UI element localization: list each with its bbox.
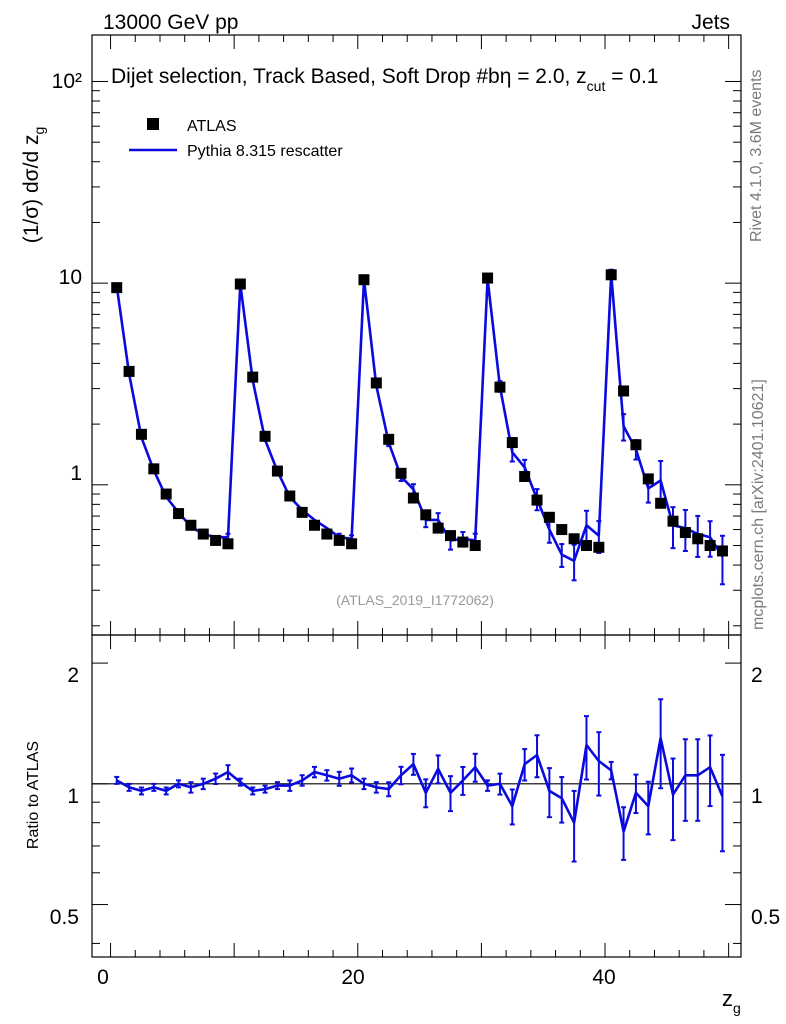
atlas-data-point bbox=[234, 278, 246, 290]
atlas-data-point bbox=[358, 274, 370, 286]
atlas-data-point bbox=[148, 463, 160, 475]
atlas-data-point bbox=[444, 530, 456, 542]
atlas-data-point bbox=[259, 430, 271, 442]
x-tick-label-0: 0 bbox=[97, 966, 109, 989]
atlas-data-point bbox=[667, 515, 679, 527]
mcplots-label: mcplots.cern.ch [arXiv:2401.10621] bbox=[750, 379, 767, 630]
atlas-data-point bbox=[222, 538, 234, 550]
atlas-data-point bbox=[111, 282, 123, 294]
atlas-data-point bbox=[296, 506, 308, 518]
mc-curve bbox=[115, 272, 724, 563]
atlas-data-point bbox=[692, 533, 704, 545]
rivet-version-label: Rivet 4.1.0, 3.6M events bbox=[748, 69, 765, 242]
atlas-data-point bbox=[420, 509, 432, 521]
atlas-data-point bbox=[704, 540, 716, 552]
atlas-data-point bbox=[432, 522, 444, 534]
atlas-data-point bbox=[160, 488, 172, 500]
ratio-plot-frame bbox=[91, 634, 742, 958]
atlas-data-point bbox=[395, 467, 407, 479]
y-tick-label-10: 10 bbox=[59, 266, 82, 289]
atlas-data-point bbox=[346, 538, 358, 550]
atlas-series bbox=[111, 269, 728, 557]
atlas-data-point bbox=[580, 540, 592, 552]
atlas-data-point bbox=[197, 528, 209, 540]
legend-atlas-label: ATLAS bbox=[187, 118, 237, 135]
atlas-data-point bbox=[618, 385, 630, 397]
ratio-tick-label-right-2: 2 bbox=[751, 664, 763, 687]
atlas-data-point bbox=[333, 534, 345, 546]
atlas-data-point bbox=[247, 371, 259, 383]
ratio-tick-label-left-0-5: 0.5 bbox=[50, 906, 79, 929]
atlas-data-point bbox=[679, 527, 691, 539]
atlas-data-point bbox=[568, 533, 580, 545]
atlas-data-point bbox=[630, 439, 642, 451]
atlas-data-point bbox=[655, 497, 667, 509]
atlas-data-point bbox=[506, 437, 518, 449]
x-tick-label-20: 20 bbox=[341, 966, 364, 989]
ratio-tick-label-right-1: 1 bbox=[751, 785, 763, 808]
atlas-data-point bbox=[556, 524, 568, 536]
atlas-data-point bbox=[605, 269, 617, 281]
x-tick-label-40: 40 bbox=[592, 966, 615, 989]
atlas-data-point bbox=[469, 540, 481, 552]
atlas-data-point bbox=[321, 528, 333, 540]
atlas-data-point bbox=[593, 541, 605, 553]
legend-pythia-label: Pythia 8.315 rescatter bbox=[187, 143, 343, 160]
ratio-tick-label-right-0-5: 0.5 bbox=[751, 906, 780, 929]
plot-title: Dijet selection, Track Based, Soft Drop … bbox=[111, 65, 659, 94]
ratio-series bbox=[114, 698, 725, 863]
atlas-data-point bbox=[457, 536, 469, 548]
atlas-data-point bbox=[185, 519, 197, 531]
atlas-data-point bbox=[494, 381, 506, 393]
energy-label: 13000 GeV pp bbox=[103, 11, 238, 34]
atlas-data-point bbox=[210, 534, 222, 546]
analysis-id: (ATLAS_2019_I1772062) bbox=[336, 592, 494, 608]
ratio-axis-title: Ratio to ATLAS bbox=[25, 741, 42, 849]
x-axis-title: zg bbox=[722, 986, 741, 1016]
y-tick-label-1: 1 bbox=[70, 462, 82, 485]
atlas-data-point bbox=[284, 490, 296, 502]
ratio-curve bbox=[116, 736, 724, 833]
legend-atlas-marker bbox=[147, 118, 159, 130]
atlas-data-point bbox=[519, 470, 531, 482]
atlas-data-point bbox=[173, 508, 185, 520]
atlas-data-point bbox=[543, 511, 555, 523]
atlas-data-point bbox=[123, 365, 135, 377]
atlas-data-point bbox=[716, 545, 728, 557]
category-label: Jets bbox=[691, 11, 730, 34]
ratio-tick-label-left-1: 1 bbox=[67, 785, 79, 808]
atlas-data-point bbox=[383, 433, 395, 445]
atlas-data-point bbox=[370, 377, 382, 389]
atlas-data-point bbox=[531, 494, 543, 506]
atlas-data-point bbox=[135, 428, 147, 440]
atlas-data-point bbox=[271, 465, 283, 477]
axis-ticks bbox=[92, 35, 741, 957]
atlas-data-point bbox=[407, 492, 419, 504]
atlas-data-point bbox=[642, 473, 654, 485]
y-tick-label-100: 10² bbox=[52, 70, 82, 93]
y-axis-title: (1/σ) dσ/d zg bbox=[20, 127, 47, 244]
atlas-data-point bbox=[309, 519, 321, 531]
legend: ATLAS Pythia 8.315 rescatter bbox=[129, 118, 343, 160]
ratio-tick-label-left-2: 2 bbox=[67, 664, 79, 687]
atlas-data-point bbox=[482, 272, 494, 284]
